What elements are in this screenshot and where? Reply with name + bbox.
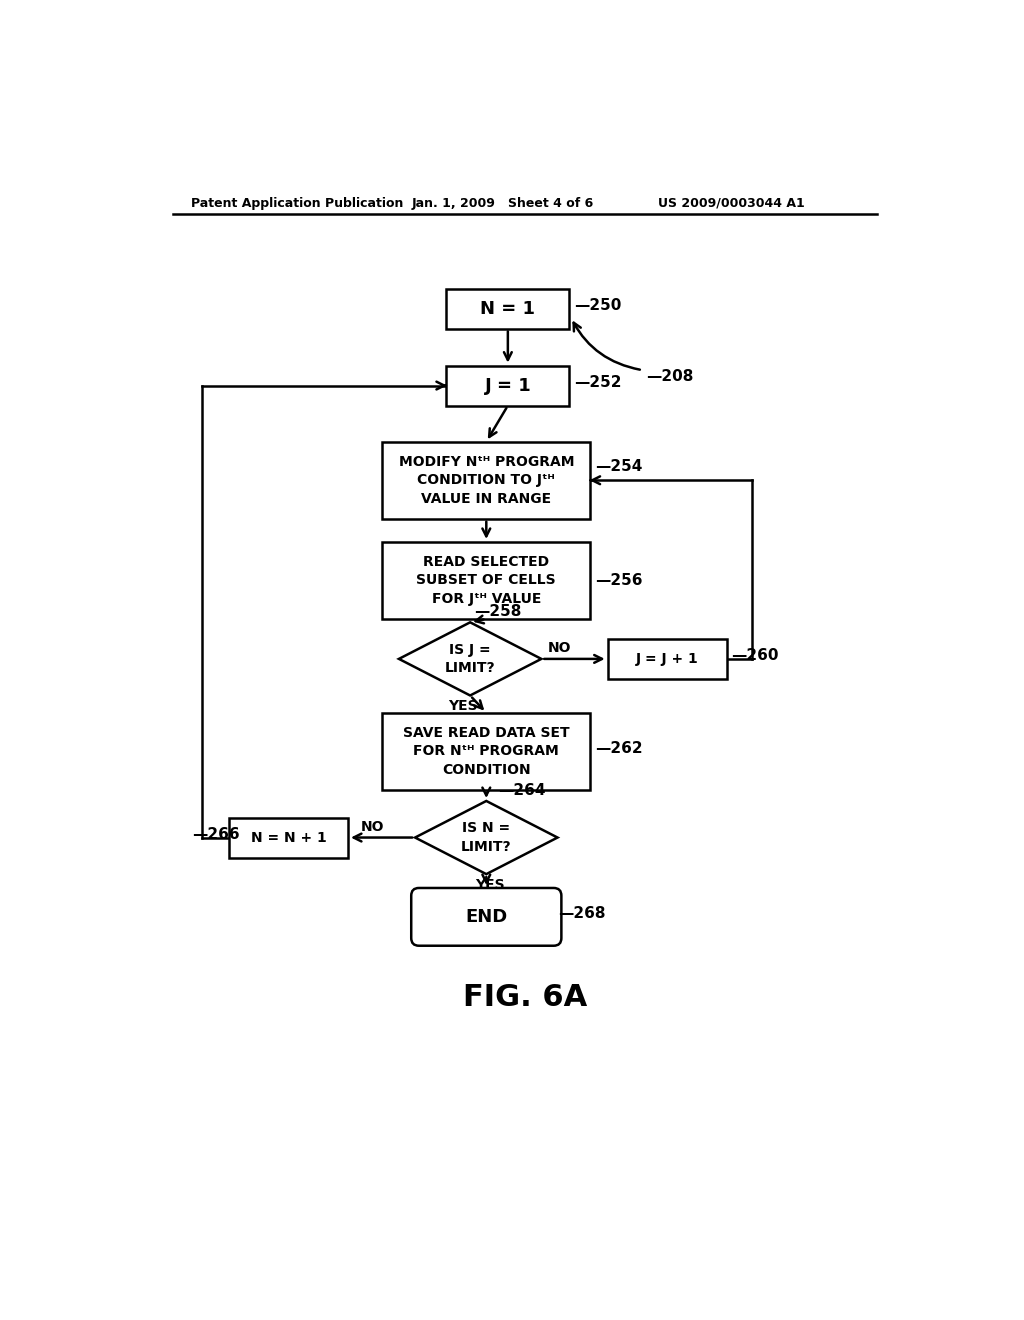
FancyBboxPatch shape [382, 442, 590, 519]
FancyBboxPatch shape [446, 289, 569, 329]
Text: —258: —258 [474, 605, 521, 619]
Text: —264: —264 [498, 783, 546, 797]
Text: —250: —250 [574, 298, 622, 313]
Text: US 2009/0003044 A1: US 2009/0003044 A1 [658, 197, 805, 210]
Text: N = N + 1: N = N + 1 [251, 830, 327, 845]
Text: READ SELECTED
SUBSET OF CELLS
FOR Jᵗᴴ VALUE: READ SELECTED SUBSET OF CELLS FOR Jᵗᴴ VA… [417, 554, 556, 606]
Text: —254: —254 [595, 459, 642, 474]
Text: MODIFY Nᵗᴴ PROGRAM
CONDITION TO Jᵗᴴ
VALUE IN RANGE: MODIFY Nᵗᴴ PROGRAM CONDITION TO Jᵗᴴ VALU… [398, 455, 574, 506]
FancyBboxPatch shape [228, 817, 348, 858]
Text: YES: YES [447, 700, 477, 713]
Text: —262: —262 [595, 741, 642, 756]
FancyBboxPatch shape [382, 713, 590, 789]
Text: J = 1: J = 1 [484, 376, 531, 395]
Text: Patent Application Publication: Patent Application Publication [190, 197, 403, 210]
Text: —266: —266 [191, 826, 240, 842]
Text: END: END [465, 908, 508, 925]
FancyBboxPatch shape [412, 888, 561, 945]
FancyBboxPatch shape [446, 366, 569, 405]
FancyBboxPatch shape [382, 543, 590, 619]
Text: IS N =
LIMIT?: IS N = LIMIT? [461, 821, 512, 854]
Text: J = J + 1: J = J + 1 [636, 652, 698, 665]
Text: NO: NO [361, 820, 385, 834]
Polygon shape [399, 622, 542, 696]
FancyBboxPatch shape [607, 639, 727, 678]
Text: NO: NO [548, 642, 571, 655]
Text: —256: —256 [595, 573, 642, 587]
Text: IS J =
LIMIT?: IS J = LIMIT? [444, 643, 496, 675]
Text: SAVE READ DATA SET
FOR Nᵗᴴ PROGRAM
CONDITION: SAVE READ DATA SET FOR Nᵗᴴ PROGRAM CONDI… [403, 726, 569, 776]
Text: YES: YES [475, 878, 505, 892]
Text: —208: —208 [646, 368, 694, 384]
Text: —268: —268 [558, 907, 606, 921]
Text: N = 1: N = 1 [480, 300, 536, 318]
Text: —260: —260 [731, 648, 779, 664]
Text: FIG. 6A: FIG. 6A [463, 983, 587, 1012]
Polygon shape [415, 801, 557, 874]
Text: Jan. 1, 2009   Sheet 4 of 6: Jan. 1, 2009 Sheet 4 of 6 [412, 197, 594, 210]
Text: —252: —252 [574, 375, 622, 389]
